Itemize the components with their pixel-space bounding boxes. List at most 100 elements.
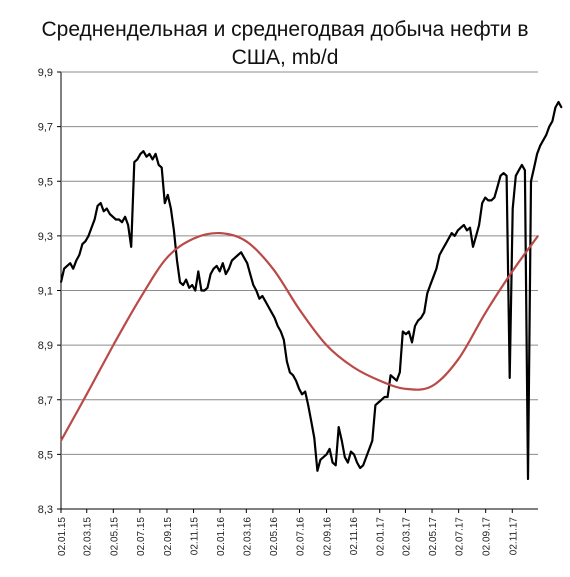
y-tick-label: 8,3 xyxy=(38,504,53,516)
annual-average-point xyxy=(378,379,381,382)
weekly-production-point xyxy=(99,202,102,204)
weekly-production-point xyxy=(286,360,288,363)
weekly-production-point xyxy=(365,456,368,458)
weekly-production-point xyxy=(258,297,261,300)
weekly-production-point xyxy=(133,161,136,163)
weekly-production-point xyxy=(118,218,120,221)
weekly-production-point xyxy=(164,202,166,204)
weekly-production-point xyxy=(264,300,267,303)
x-tick-label: 02.09.15 xyxy=(163,517,174,556)
annual-average-point xyxy=(219,232,221,234)
weekly-production-point xyxy=(154,153,157,155)
weekly-production-point xyxy=(78,254,81,256)
annual-average-point xyxy=(60,439,62,442)
x-tick-label: 02.09.17 xyxy=(482,517,493,556)
weekly-production-point xyxy=(389,374,392,377)
weekly-production-point xyxy=(280,330,282,333)
annual-average-point xyxy=(431,385,433,387)
annual-average-point xyxy=(352,366,354,368)
weekly-production-point xyxy=(228,267,230,270)
weekly-production-point xyxy=(63,267,65,270)
weekly-production-point xyxy=(478,224,480,226)
weekly-production-point xyxy=(530,180,532,183)
weekly-production-point xyxy=(359,467,361,469)
weekly-production-point xyxy=(249,273,251,275)
weekly-production-point xyxy=(554,106,557,109)
weekly-production-point xyxy=(399,371,401,374)
weekly-production-point xyxy=(435,267,438,270)
weekly-production-point xyxy=(142,150,145,152)
weekly-production-point xyxy=(527,478,529,480)
x-tick-label: 02.05.17 xyxy=(428,517,439,556)
weekly-production-point xyxy=(386,396,389,398)
weekly-production-point xyxy=(215,265,218,267)
annual-average-line xyxy=(60,231,539,442)
weekly-production-point xyxy=(182,284,184,286)
y-tick-label: 9,7 xyxy=(38,122,53,134)
weekly-production-point xyxy=(261,295,264,297)
weekly-production-point xyxy=(66,265,68,267)
weekly-production-point xyxy=(508,377,511,379)
weekly-production-point xyxy=(328,448,331,450)
weekly-production-point xyxy=(81,243,84,245)
annual-average-point xyxy=(457,358,460,360)
x-tick-label: 02.05.15 xyxy=(109,517,120,556)
weekly-production-point xyxy=(457,229,459,232)
x-tick-label: 02.11.16 xyxy=(349,517,360,556)
weekly-production-point xyxy=(490,199,493,202)
weekly-production-point xyxy=(167,194,169,196)
y-tick-label: 9,5 xyxy=(38,176,53,188)
weekly-production-point xyxy=(374,404,377,407)
weekly-production-point xyxy=(325,453,328,456)
weekly-production-point xyxy=(353,453,355,456)
weekly-production-point xyxy=(170,207,172,210)
weekly-production-point xyxy=(438,254,441,256)
weekly-production-point xyxy=(487,199,490,202)
weekly-production-point xyxy=(441,248,444,251)
weekly-production-point xyxy=(84,240,87,243)
weekly-production-point xyxy=(408,330,410,333)
annual-average-point xyxy=(325,344,328,346)
weekly-production-point xyxy=(463,224,465,226)
weekly-production-point xyxy=(392,377,395,379)
annual-average-point xyxy=(245,240,248,243)
weekly-production-point xyxy=(356,461,358,464)
weekly-production-point xyxy=(542,139,544,142)
weekly-production-point xyxy=(481,202,484,204)
y-tick-label: 8,5 xyxy=(38,449,53,461)
x-tick-label: 02.07.15 xyxy=(136,517,147,556)
weekly-production-point xyxy=(322,456,325,458)
x-tick-label: 02.11.15 xyxy=(190,517,201,556)
weekly-production-point xyxy=(368,448,371,450)
weekly-production-point xyxy=(484,196,487,199)
weekly-production-point xyxy=(222,262,224,265)
weekly-production-point xyxy=(267,306,270,308)
weekly-production-point xyxy=(75,259,78,262)
annual-average-point xyxy=(192,237,195,240)
y-tick-label: 8,9 xyxy=(38,340,53,352)
weekly-production-point xyxy=(151,158,154,161)
weekly-production-point xyxy=(405,333,407,336)
weekly-production-point xyxy=(341,439,343,442)
weekly-production-point xyxy=(350,450,352,453)
weekly-production-point xyxy=(420,317,422,319)
weekly-production-point xyxy=(60,281,62,284)
weekly-production-point xyxy=(212,267,215,270)
weekly-production-point xyxy=(106,207,108,210)
weekly-production-point xyxy=(429,284,432,286)
weekly-production-point xyxy=(145,155,148,158)
weekly-production-point xyxy=(90,226,93,229)
weekly-production-point xyxy=(515,175,517,177)
weekly-production-point xyxy=(505,175,508,177)
y-tick-label: 9,1 xyxy=(38,286,53,298)
annual-average-point xyxy=(537,235,539,237)
weekly-production-point xyxy=(493,196,496,199)
weekly-production-point xyxy=(402,330,404,333)
weekly-production-point xyxy=(316,470,319,472)
weekly-production-point xyxy=(109,213,111,215)
y-tick-label: 9,3 xyxy=(38,231,53,243)
weekly-production-point xyxy=(173,229,175,232)
weekly-production-point xyxy=(72,267,74,270)
weekly-production-point xyxy=(240,251,242,254)
